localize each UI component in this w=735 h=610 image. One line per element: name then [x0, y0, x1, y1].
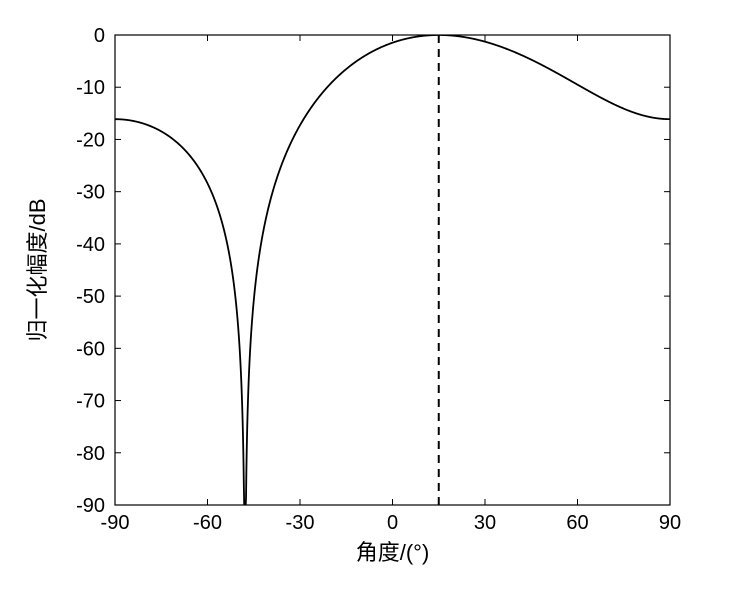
svg-text:-30: -30	[76, 182, 105, 204]
svg-text:30: 30	[474, 512, 496, 534]
svg-text:-80: -80	[76, 443, 105, 465]
svg-text:-20: -20	[76, 129, 105, 151]
svg-text:-70: -70	[76, 391, 105, 413]
svg-text:0: 0	[94, 25, 105, 47]
svg-text:60: 60	[566, 512, 588, 534]
svg-text:归一化幅度/dB: 归一化幅度/dB	[25, 198, 50, 341]
svg-text:-90: -90	[76, 495, 105, 517]
svg-text:-50: -50	[76, 286, 105, 308]
svg-text:0: 0	[387, 512, 398, 534]
svg-text:-40: -40	[76, 234, 105, 256]
svg-text:90: 90	[659, 512, 681, 534]
chart-container: { "chart": { "type": "line", "width": 73…	[0, 0, 735, 610]
svg-text:-10: -10	[76, 77, 105, 99]
chart-svg: -90-60-300306090-90-80-70-60-50-40-30-20…	[0, 0, 735, 610]
svg-text:-60: -60	[193, 512, 222, 534]
svg-text:-60: -60	[76, 338, 105, 360]
svg-text:-30: -30	[286, 512, 315, 534]
svg-text:角度/(°): 角度/(°)	[356, 540, 430, 565]
